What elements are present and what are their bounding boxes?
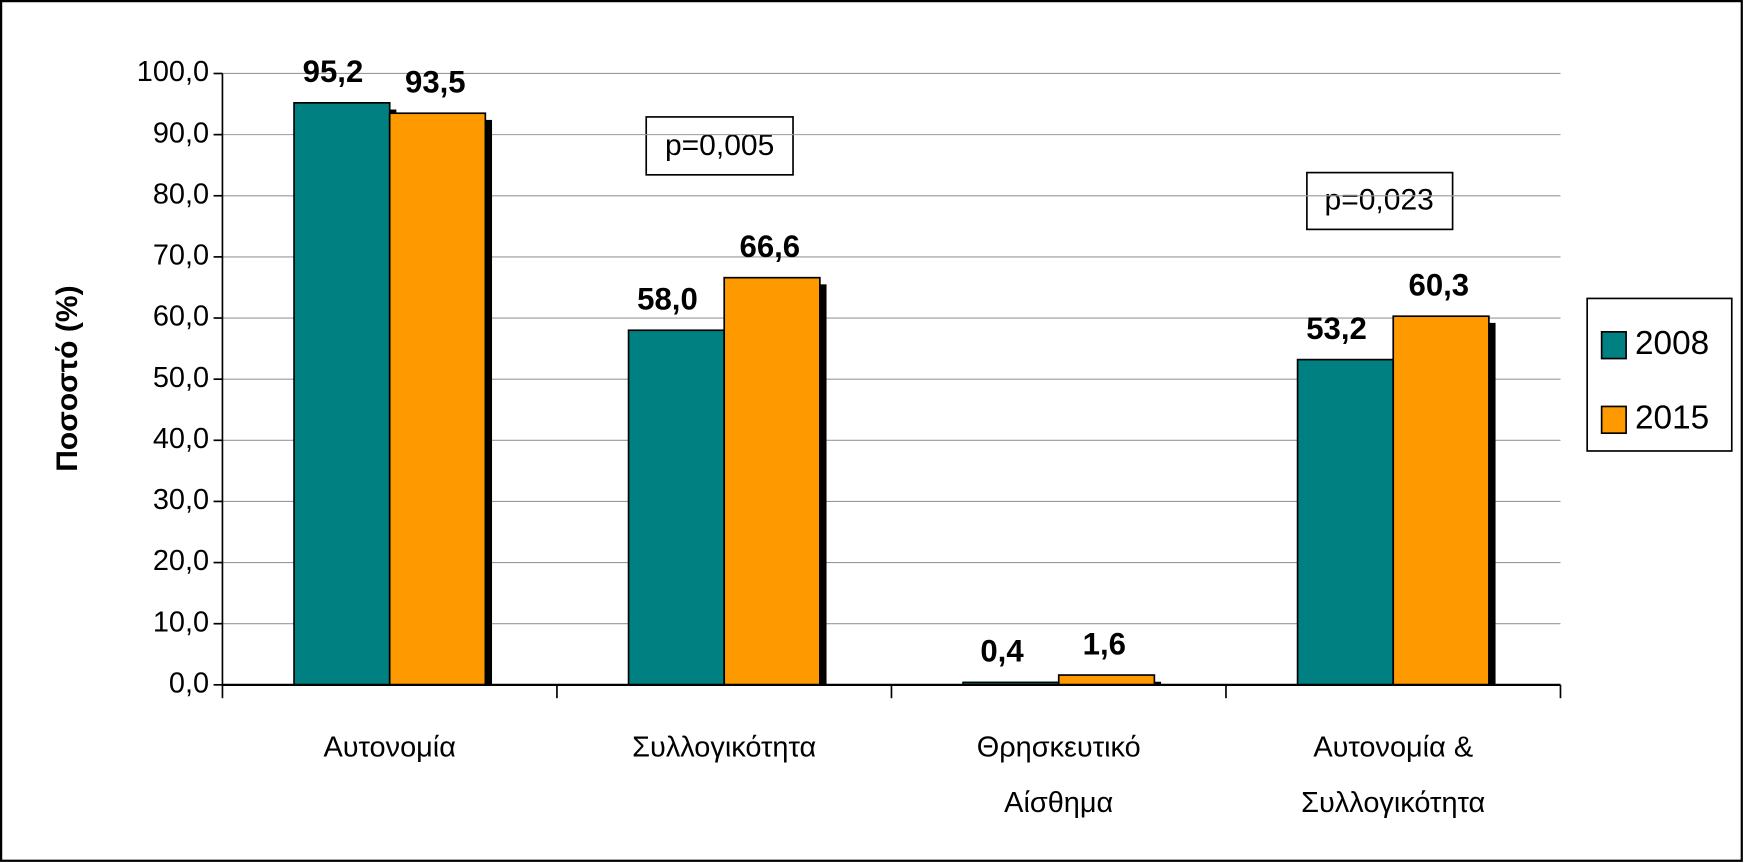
data-label: 66,6 [740, 229, 801, 264]
y-axis-label: Ποσοστό (%) [51, 285, 84, 471]
bar [723, 276, 821, 686]
y-tick-label: 10,0 [153, 606, 209, 638]
legend-label: 2008 [1635, 325, 1709, 362]
data-label: 93,5 [405, 65, 466, 100]
y-tick-label: 20,0 [153, 545, 209, 577]
legend-swatch [1600, 331, 1627, 360]
annotation: p=0,023 [1325, 183, 1434, 216]
bar [1296, 358, 1395, 686]
y-tick-label: 80,0 [153, 178, 209, 210]
y-tick-label: 70,0 [153, 240, 209, 272]
bar [1057, 674, 1156, 686]
annotation: p=0,005 [665, 129, 774, 162]
data-label: 60,3 [1409, 267, 1470, 302]
data-label: 0,4 [980, 634, 1024, 669]
y-tick-label: 30,0 [153, 484, 209, 516]
data-label: 53,2 [1306, 311, 1367, 346]
y-tick-label: 50,0 [153, 362, 209, 394]
bar [1392, 315, 1490, 686]
bar [388, 112, 487, 686]
x-tick-label: Αυτονομία & Συλλογικότητα [1301, 731, 1485, 819]
y-tick-label: 60,0 [153, 301, 209, 333]
legend-label: 2015 [1635, 400, 1709, 437]
data-label: 1,6 [1083, 626, 1126, 661]
x-tick-label: Συλλογικότητα [632, 731, 816, 763]
x-tick-label: Αυτονομία [323, 731, 456, 763]
y-tick-label: 100,0 [137, 56, 209, 88]
legend-swatch [1600, 405, 1627, 435]
annotation-box [1306, 171, 1454, 231]
data-label: 58,0 [637, 282, 698, 317]
y-tick-label: 40,0 [153, 423, 209, 455]
annotation-box [645, 116, 794, 176]
y-tick-label: 0,0 [169, 667, 209, 699]
bar [293, 102, 391, 686]
x-tick-label: Θρησκευτικό Αίσθημα [977, 731, 1141, 819]
bar [627, 329, 726, 686]
data-label: 95,2 [303, 54, 364, 89]
y-tick-label: 90,0 [153, 117, 209, 149]
